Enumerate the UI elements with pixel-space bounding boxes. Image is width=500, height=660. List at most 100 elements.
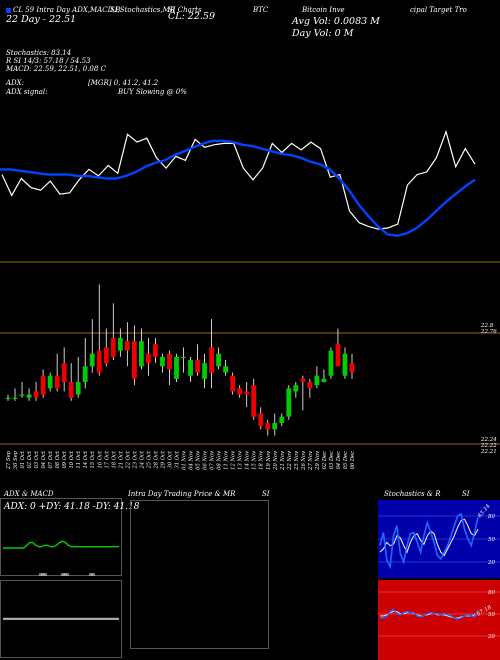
- stochastics-panel-title: Stochastics & R: [384, 490, 441, 498]
- candle-body: [209, 347, 214, 373]
- buy-slowing-label: BUY Slowing @ 0%: [118, 88, 187, 96]
- x-tick-label: 01 Nov: [182, 451, 188, 470]
- candle-body: [75, 382, 81, 395]
- candle-body: [124, 341, 130, 351]
- adx-line-chart: [3, 540, 119, 577]
- adx-mark: [64, 572, 70, 577]
- x-tick-label: 04 Oct: [41, 450, 47, 468]
- stochastics-panel-title-b: SI: [462, 490, 470, 498]
- x-tick-label: 27 Nov: [308, 451, 314, 471]
- x-tick-label: 18 Oct: [111, 450, 117, 468]
- x-tick-label: 29 Nov: [315, 451, 321, 471]
- x-tick-label: 01 Oct: [20, 450, 26, 468]
- adx-mark: [42, 572, 48, 577]
- rsi-y-label: 20: [487, 634, 495, 640]
- x-tick-label: 06 Nov: [203, 451, 209, 470]
- stoch-y-label: 20: [487, 560, 495, 566]
- candle-body: [167, 353, 172, 370]
- candle-body: [342, 353, 348, 376]
- adx-panel: ADX: 0 +DY: 41.18 -DY: 41.18: [0, 498, 139, 577]
- candle-body: [202, 363, 207, 379]
- stochastics-panel: 80 50 20 83.14: [378, 500, 500, 578]
- x-tick-label: 11 Nov: [224, 451, 230, 470]
- candle-body: [307, 382, 313, 389]
- candle-body: [272, 422, 278, 430]
- intraday-title-b: SI: [262, 490, 270, 498]
- candle-body: [12, 397, 18, 399]
- candle-body: [89, 353, 95, 367]
- header-indicators: SI,Stochastics,MR: [110, 6, 176, 14]
- candle-body: [138, 341, 144, 367]
- candle-body: [181, 356, 186, 359]
- x-tick-label: 28 Oct: [153, 450, 159, 469]
- candle-body: [26, 394, 32, 398]
- header-title: CL 59 Intra Day ADX,MACD,B: [13, 6, 121, 14]
- x-tick-label: 16 Oct: [97, 450, 103, 468]
- header-target: cipal Target Tro: [410, 6, 467, 14]
- x-tick-label: 26 Nov: [301, 451, 307, 471]
- header-line-1: CL 59 Intra Day ADX,MACD,B: [6, 6, 120, 14]
- adx-readout: ADX:: [6, 79, 25, 87]
- x-tick-label: 15 Oct: [90, 450, 96, 468]
- macd-panel: [0, 580, 122, 658]
- x-tick-label: 24 Oct: [139, 450, 145, 469]
- y-tick-label: 22.76: [480, 329, 497, 335]
- header-day-range: 22 Day - 22.51: [6, 14, 77, 25]
- rsi-series-line: [380, 608, 479, 620]
- candle-body: [188, 360, 193, 376]
- x-tick-label: 19 Nov: [266, 451, 272, 470]
- candle-body: [328, 350, 334, 376]
- stochastics-readout: Stochastics: 83.14: [6, 49, 72, 57]
- x-tick-label: 02 Oct: [27, 450, 33, 468]
- candle-body: [314, 375, 320, 386]
- x-tick-label: 03 Dec: [329, 451, 335, 469]
- x-tick-label: 17 Oct: [104, 450, 110, 468]
- candle-body: [82, 366, 88, 383]
- x-tick-label: 04 Dec: [336, 451, 342, 469]
- stoch-y-label: 80: [488, 514, 495, 520]
- adx-mark: [90, 572, 96, 577]
- x-tick-label: 29 Oct: [160, 450, 166, 469]
- x-tick-label: 09 Oct: [62, 450, 68, 468]
- candle-body: [349, 363, 355, 373]
- candle-body: [96, 350, 102, 373]
- candle-body: [293, 385, 299, 392]
- intraday-title-a: Intra Day Trading Price & MR: [128, 490, 236, 498]
- candle-body: [216, 353, 222, 367]
- x-tick-label: 22 Nov: [287, 451, 293, 471]
- x-tick-label: 15 Nov: [252, 451, 258, 470]
- candle-body: [265, 422, 271, 430]
- candle-body: [174, 356, 179, 379]
- candle-body: [223, 366, 229, 373]
- x-tick-label: 04 Nov: [189, 451, 195, 470]
- x-tick-label: 05 Dec: [343, 451, 349, 469]
- x-tick-label: 31 Oct: [174, 450, 180, 468]
- candle-body: [153, 344, 158, 357]
- close-price: CL: 22.59: [168, 11, 215, 22]
- x-tick-label: 10 Oct: [69, 450, 75, 468]
- x-tick-label: 27 Sep: [6, 450, 12, 470]
- candle-body: [117, 337, 123, 351]
- avg-volume: Avg Vol: 0.0083 M: [292, 16, 380, 27]
- candle-body: [230, 375, 236, 392]
- candle-body: [103, 347, 109, 364]
- candle-body: [286, 388, 292, 417]
- x-tick-label: 02 Dec: [322, 451, 328, 469]
- candle-body: [54, 375, 60, 389]
- candle-body: [335, 344, 341, 367]
- stoch-slow-series: [379, 518, 479, 557]
- rsi-y-label: 50: [488, 612, 495, 618]
- candle-body: [110, 337, 116, 357]
- candle-body: [146, 353, 151, 364]
- candle-body: [47, 375, 53, 389]
- macd-readout: MACD: 22.59, 22.51, 0.08 C: [6, 65, 106, 73]
- x-tick-label: 20 Nov: [273, 451, 279, 471]
- macd-line-chart: [3, 617, 119, 620]
- header-symbol: BTC: [253, 6, 269, 14]
- x-tick-label: 23 Oct: [132, 450, 138, 469]
- candle-body: [258, 413, 264, 427]
- candle-body: [33, 391, 39, 398]
